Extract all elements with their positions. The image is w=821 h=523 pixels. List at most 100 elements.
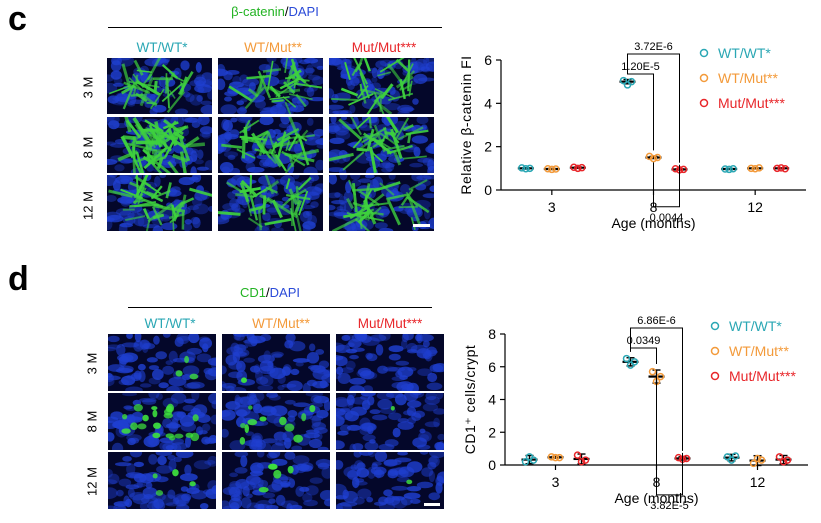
image-tile-d-r1-c2 — [222, 334, 330, 391]
chart-c-sig-label: 3.72E-6 — [634, 41, 673, 53]
image-tile-c-r1-c1 — [107, 58, 212, 114]
chart-d-x-tick-label: 12 — [750, 474, 766, 490]
chart-d-data-point — [630, 358, 639, 366]
chart-d-data-point — [682, 454, 691, 463]
image-tile-d-r1-c1 — [108, 334, 216, 391]
chart-c-legend-marker — [699, 73, 709, 83]
chart-d-x-tick-label: 3 — [552, 474, 560, 490]
marker-sep-c: / — [284, 4, 289, 19]
image-tile-c-r2-c2 — [218, 117, 323, 173]
chart-d-data-point — [529, 456, 538, 464]
chart-d-data-point — [555, 453, 564, 462]
chart-d-data-point — [775, 453, 784, 461]
chart-d-legend-marker — [710, 371, 720, 381]
chart-d-data-point — [783, 456, 792, 464]
marker-sep-d: / — [266, 285, 270, 300]
chart-c-data-point — [522, 165, 530, 173]
chart-d-legend-label: Mut/Mut*** — [729, 368, 796, 384]
chart-d-data-point — [551, 453, 560, 462]
chart-c-y-tick-label: 6 — [484, 52, 492, 68]
chart-d-data-point — [525, 453, 534, 461]
chart-d-sig-label: 3.82E-5 — [650, 500, 689, 512]
chart-c-data-point — [773, 164, 781, 173]
chart-c-data-point — [747, 164, 755, 173]
chart-d-sig-label: 6.86E-6 — [637, 315, 676, 327]
col-label-d-wtwt: WT/WT* — [144, 316, 196, 331]
image-tile-c-r2-c1 — [107, 117, 212, 173]
chart-c-data-point — [649, 154, 658, 163]
chart-c-data-point — [721, 165, 729, 173]
chart-c-data-point — [552, 165, 560, 173]
chart-d-sig-label: 0.0349 — [627, 335, 661, 347]
chart-d-y-tick-label: 8 — [488, 326, 496, 342]
panel-letter-c: c — [8, 0, 27, 38]
chart-d-data-point — [674, 453, 683, 462]
title-rule-c — [108, 27, 442, 28]
chart-d-data-point — [581, 456, 590, 464]
chart-d-data-point — [622, 354, 631, 363]
chart-c-legend-label: WT/WT* — [718, 45, 771, 61]
chart-d-legend-label: WT/WT* — [729, 318, 782, 334]
chart-c-data-point — [526, 164, 534, 173]
image-tile-c-r3-c1 — [107, 175, 212, 231]
chart-d-y-tick-label: 4 — [488, 392, 496, 408]
chart-c-sig-bracket — [627, 73, 654, 151]
chart-c-data-point — [729, 165, 737, 173]
chart-c-x-axis-label: Age (months) — [611, 215, 695, 231]
image-tile-c-r3-c3 — [329, 175, 434, 231]
col-label-c-mutmut: Mut/Mut*** — [351, 40, 417, 55]
marker-secondary-d: DAPI — [269, 285, 300, 300]
chart-d-data-point — [656, 372, 665, 381]
chart-d-x-tick-label: 8 — [653, 474, 661, 490]
chart-d-y-tick-label: 0 — [488, 457, 496, 473]
chart-c-data-point — [627, 77, 636, 86]
image-tile-d-r3-c2 — [222, 452, 330, 509]
image-tile-c-r1-c3 — [329, 58, 434, 114]
image-tile-d-r3-c1 — [108, 452, 216, 509]
chart-c-y-tick-label: 4 — [484, 95, 492, 111]
chart-d-x-axis-label: Age (months) — [614, 490, 698, 506]
chart-d-data-point — [753, 454, 762, 463]
chart-c-data-point — [548, 165, 556, 174]
chart-d-data-point — [749, 459, 758, 468]
row-label-d-8m: 8 M — [84, 410, 100, 433]
chart-d-legend-label: WT/Mut** — [729, 343, 789, 359]
chart-c-data-point — [570, 163, 578, 171]
chart-c-data-point — [671, 165, 680, 173]
image-tile-d-r3-c3 — [336, 452, 444, 509]
chart-c-data-point — [679, 165, 688, 174]
chart-d-data-point — [723, 453, 732, 461]
image-tile-c-r3-c2 — [218, 175, 323, 231]
chart-d-data-point — [547, 453, 556, 461]
chart-c-sig-bracket — [627, 53, 680, 163]
marker-title-d: CD1/DAPI — [205, 285, 335, 300]
chart-c-data-point — [518, 164, 526, 172]
chart-d-data-point — [648, 367, 657, 376]
image-tile-d-r2-c1 — [108, 393, 216, 450]
image-tile-c-r1-c2 — [218, 58, 323, 114]
chart-d-y-tick-label: 6 — [488, 359, 496, 375]
col-label-d-mutmut: Mut/Mut*** — [357, 316, 423, 331]
chart-c-legend-label: WT/Mut** — [718, 70, 778, 86]
chart-d-data-point — [727, 456, 736, 464]
marker-title-c: β-catenin/DAPI — [200, 4, 350, 19]
chart-d-data-point — [678, 455, 687, 464]
chart-c-x-tick-label: 12 — [747, 199, 763, 215]
image-tile-c-r2-c3 — [329, 117, 434, 173]
chart-c-data-point — [755, 164, 763, 172]
chart-c-data-point — [781, 165, 789, 173]
chart-d-data-point — [757, 456, 766, 464]
chart-d-data-point — [731, 452, 740, 460]
chart-c-legend-marker — [699, 98, 709, 108]
chart-c-x-tick-label: 3 — [548, 199, 556, 215]
chart-c-sig-label: 0.0044 — [650, 212, 684, 224]
chart-d-sig-bracket — [630, 347, 657, 365]
chart-d-data-point — [626, 361, 635, 369]
chart-d-y-axis-label: CD1⁺ cells/crypt — [462, 345, 478, 455]
chart-d-sig-bracket — [656, 376, 683, 496]
chart-c-data-point — [725, 165, 733, 174]
chart-c-data-point — [619, 76, 628, 85]
chart-d-legend-marker — [710, 346, 720, 356]
chart-c-y-tick-label: 0 — [484, 182, 492, 198]
